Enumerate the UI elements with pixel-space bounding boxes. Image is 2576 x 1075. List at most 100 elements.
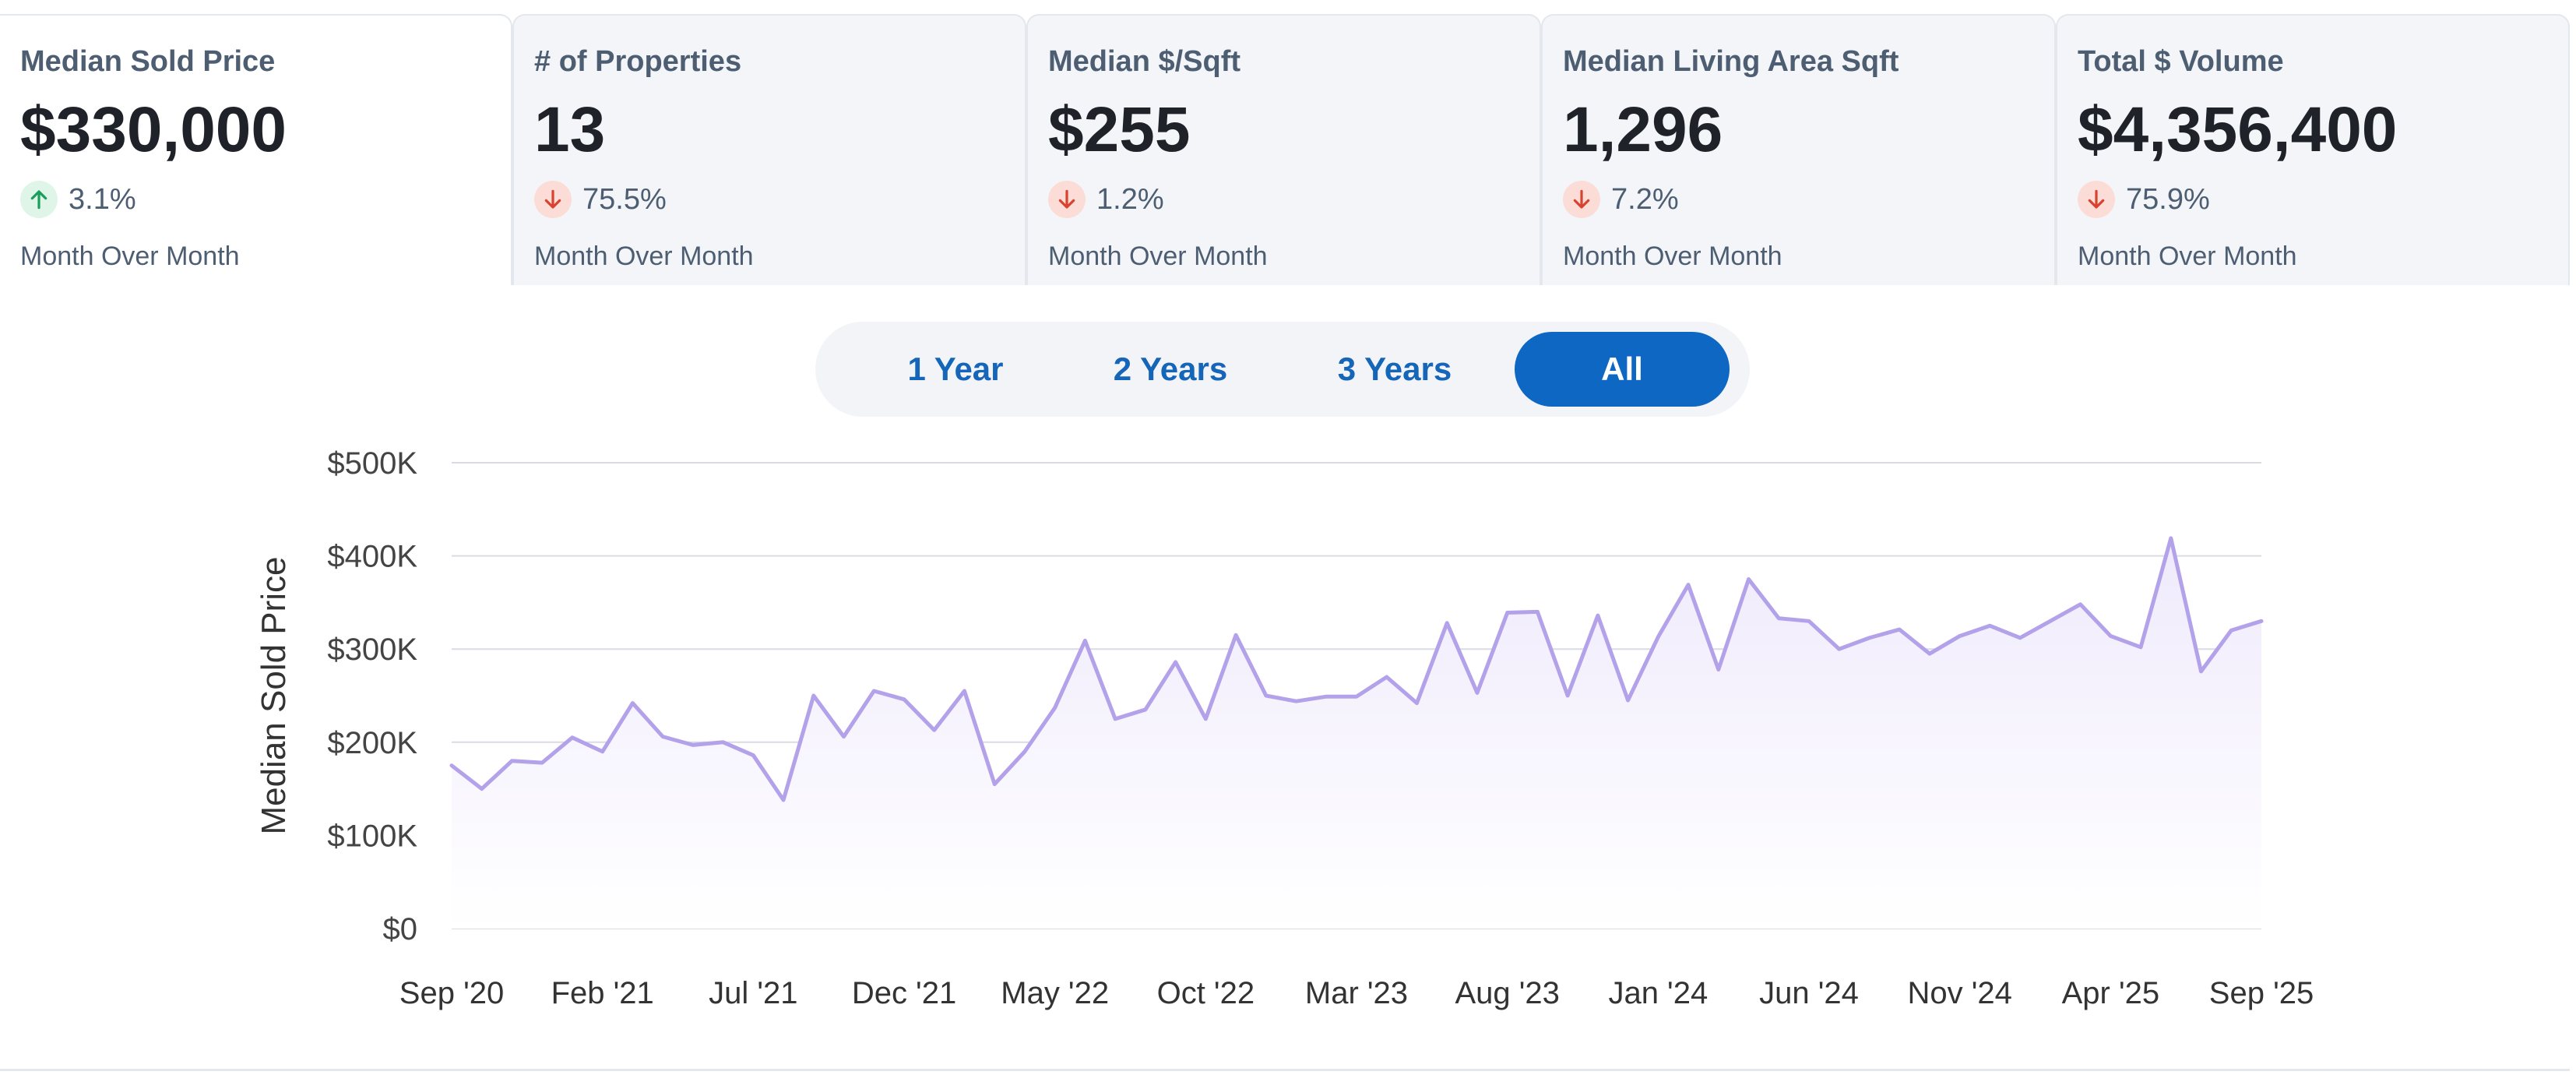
- data-point[interactable]: [686, 738, 700, 752]
- data-point[interactable]: [1832, 642, 1846, 656]
- time-range-toggle: 1 Year 2 Years 3 Years All: [815, 322, 1750, 417]
- x-tick-label: May '22: [1001, 976, 1109, 1010]
- data-point[interactable]: [1892, 622, 1906, 636]
- data-point[interactable]: [1742, 573, 1756, 587]
- data-point[interactable]: [927, 723, 941, 737]
- data-point[interactable]: [1802, 614, 1816, 628]
- data-point[interactable]: [1923, 647, 1937, 661]
- data-point[interactable]: [897, 693, 911, 707]
- metric-title: Total $ Volume: [2078, 45, 2284, 78]
- data-point[interactable]: [1772, 612, 1786, 626]
- data-point[interactable]: [1621, 693, 1635, 707]
- data-point[interactable]: [1319, 689, 1333, 703]
- data-point[interactable]: [1953, 629, 1967, 643]
- data-point[interactable]: [1018, 745, 1032, 759]
- metric-change: 7.2%: [1563, 179, 1679, 220]
- metric-card-median-living-area-sqft[interactable]: Median Living Area Sqft 1,296 7.2% Month Ov…: [1541, 14, 2056, 285]
- data-point[interactable]: [1712, 663, 1726, 677]
- data-point[interactable]: [1350, 689, 1364, 703]
- data-point[interactable]: [1108, 712, 1122, 726]
- data-point[interactable]: [535, 756, 549, 770]
- x-tick-label: Apr '25: [2062, 976, 2160, 1010]
- metric-period: Month Over Month: [1048, 241, 1268, 271]
- data-point[interactable]: [1440, 616, 1454, 630]
- data-point[interactable]: [987, 777, 1001, 791]
- data-point[interactable]: [2254, 614, 2268, 628]
- data-point[interactable]: [2103, 629, 2117, 643]
- x-tick-label: Jan '24: [1608, 976, 1708, 1010]
- data-point[interactable]: [1983, 619, 1997, 633]
- data-point[interactable]: [957, 684, 971, 698]
- metric-period: Month Over Month: [20, 241, 240, 271]
- data-point[interactable]: [716, 735, 730, 749]
- metric-change-percent: 1.2%: [1096, 182, 1164, 216]
- data-point[interactable]: [1048, 701, 1062, 715]
- data-point[interactable]: [1591, 608, 1605, 622]
- metric-change-percent: 3.1%: [69, 182, 136, 216]
- metric-value: $330,000: [20, 94, 287, 165]
- data-point[interactable]: [2224, 623, 2238, 637]
- data-point[interactable]: [1198, 712, 1212, 726]
- series-area: [452, 538, 2261, 929]
- data-point[interactable]: [1380, 670, 1394, 684]
- metric-card-number-of-properties[interactable]: # of Properties 13 75.5% Month Over Month: [512, 14, 1026, 285]
- metric-card-median-sold-price[interactable]: Median Sold Price $330,000 3.1% Month Over …: [0, 14, 512, 285]
- metric-title: # of Properties: [534, 45, 742, 78]
- data-point[interactable]: [2134, 640, 2148, 654]
- metric-change: 1.2%: [1048, 179, 1164, 220]
- data-point[interactable]: [1651, 630, 1665, 644]
- data-point[interactable]: [475, 782, 489, 796]
- metric-period: Month Over Month: [2078, 241, 2297, 271]
- metric-card-total-dollar-volume[interactable]: Total $ Volume $4,356,400 75.9% Month Over …: [2056, 14, 2570, 285]
- metric-period: Month Over Month: [1563, 241, 1782, 271]
- data-point[interactable]: [596, 745, 610, 759]
- arrow-down-icon: [534, 181, 572, 218]
- metric-card-median-price-per-sqft[interactable]: Median $/Sqft $255 1.2% Month Over Month: [1026, 14, 1541, 285]
- data-point[interactable]: [625, 696, 639, 710]
- data-point[interactable]: [1169, 655, 1183, 669]
- y-tick-label: $400K: [327, 540, 417, 574]
- data-point[interactable]: [1138, 703, 1153, 717]
- y-tick-label: $100K: [327, 819, 417, 853]
- x-tick-label: Nov '24: [1907, 976, 2011, 1010]
- range-button-all[interactable]: All: [1515, 332, 1730, 407]
- data-point[interactable]: [1681, 578, 1695, 592]
- data-point[interactable]: [1530, 604, 1544, 619]
- arrow-down-icon: [1048, 181, 1086, 218]
- data-point[interactable]: [1470, 686, 1484, 700]
- metric-title: Median Sold Price: [20, 45, 276, 78]
- data-point[interactable]: [746, 749, 760, 763]
- metric-cards: Median Sold Price $330,000 3.1% Month Over …: [0, 14, 2570, 287]
- data-point[interactable]: [807, 689, 821, 703]
- metric-value: $4,356,400: [2078, 94, 2398, 165]
- data-point[interactable]: [445, 759, 459, 773]
- data-point[interactable]: [1229, 628, 1243, 642]
- data-point[interactable]: [867, 684, 881, 698]
- y-tick-label: $0: [383, 912, 418, 946]
- data-point[interactable]: [2074, 597, 2088, 612]
- data-point[interactable]: [505, 754, 519, 768]
- range-button-2-years[interactable]: 2 Years: [1113, 351, 1228, 387]
- data-point[interactable]: [2043, 614, 2057, 628]
- data-point[interactable]: [776, 793, 790, 807]
- data-point[interactable]: [2194, 664, 2208, 678]
- arrow-up-icon: [20, 181, 58, 218]
- data-point[interactable]: [656, 730, 670, 744]
- data-point[interactable]: [837, 730, 851, 744]
- median-sold-price-chart: $0 $100K $200K $300K $400K $500K Sep '20 Feb '…: [255, 446, 2314, 1010]
- x-tick-label: Jul '21: [709, 976, 797, 1010]
- range-button-3-years[interactable]: 3 Years: [1337, 351, 1452, 387]
- data-point[interactable]: [1259, 689, 1273, 703]
- data-point[interactable]: [2164, 531, 2178, 545]
- data-point[interactable]: [1862, 631, 1876, 645]
- data-point[interactable]: [1409, 696, 1423, 710]
- data-point[interactable]: [1501, 606, 1515, 620]
- data-point[interactable]: [1078, 633, 1092, 647]
- data-point[interactable]: [1290, 694, 1304, 708]
- data-point[interactable]: [565, 731, 579, 745]
- data-point[interactable]: [2013, 631, 2027, 645]
- metric-value: 13: [534, 94, 606, 165]
- data-point[interactable]: [1561, 689, 1575, 703]
- range-button-1-year[interactable]: 1 Year: [907, 351, 1004, 387]
- x-tick-label: Sep '20: [399, 976, 504, 1010]
